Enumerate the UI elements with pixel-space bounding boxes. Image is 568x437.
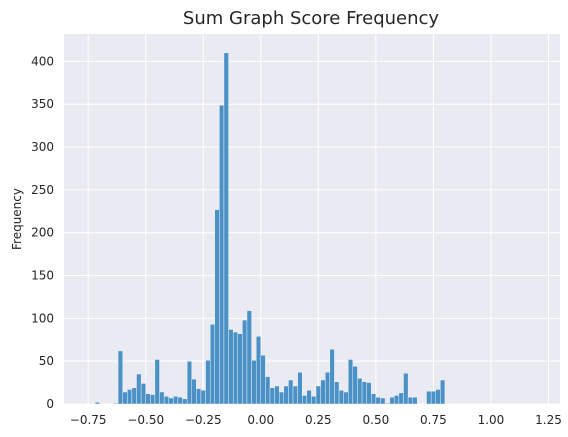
- histogram-bar: [375, 396, 381, 405]
- histogram-bar: [255, 336, 261, 405]
- y-tick-label: 200: [31, 226, 54, 240]
- chart-title: Sum Graph Score Frequency: [183, 8, 439, 29]
- histogram-bar: [279, 391, 285, 405]
- histogram-bar: [209, 324, 215, 405]
- y-tick-label: 100: [31, 311, 54, 325]
- histogram-bar: [288, 379, 294, 405]
- histogram-bar: [426, 390, 432, 405]
- histogram-bar: [145, 393, 151, 405]
- y-tick-label: 250: [31, 183, 54, 197]
- histogram-bar: [136, 373, 142, 405]
- y-tick-label: 0: [46, 397, 54, 411]
- x-tick-label: 0.25: [305, 413, 332, 427]
- histogram-bar: [140, 383, 146, 405]
- histogram-bar: [348, 359, 354, 405]
- histogram-bar: [246, 310, 252, 405]
- bar-layer: [94, 52, 446, 405]
- histogram-bar: [191, 378, 197, 405]
- x-tick-label: 1.00: [478, 413, 505, 427]
- histogram-bar: [352, 366, 358, 405]
- histogram-bar: [223, 52, 229, 405]
- histogram-bar: [186, 360, 192, 405]
- histogram-bar: [163, 396, 169, 405]
- histogram-bar: [320, 379, 326, 405]
- y-tick-label: 150: [31, 269, 54, 283]
- histogram-bar: [205, 360, 211, 405]
- histogram-bar: [117, 350, 123, 405]
- histogram-bar: [94, 402, 100, 405]
- x-tick-label: 0.50: [363, 413, 390, 427]
- histogram-bar: [260, 354, 266, 405]
- x-tick-label: −0.50: [127, 413, 164, 427]
- histogram-bar: [430, 390, 436, 405]
- x-tick-labels: −0.75 −0.50 −0.25 0.00 0.25 0.50 0.75 1.00 1.25: [70, 413, 562, 427]
- histogram-bar: [384, 402, 390, 405]
- histogram-bar: [168, 397, 174, 405]
- y-axis-label: Frequency: [10, 188, 24, 250]
- histogram-bar: [274, 385, 280, 405]
- histogram-bar: [122, 391, 128, 405]
- histogram-bar: [361, 381, 367, 405]
- histogram-bar: [394, 395, 400, 405]
- histogram-bar: [251, 360, 257, 405]
- y-tick-label: 400: [31, 54, 54, 68]
- histogram-bar: [403, 372, 409, 405]
- histogram-bar: [389, 396, 395, 405]
- x-tick-label: −0.75: [70, 413, 107, 427]
- histogram-bar: [292, 385, 298, 405]
- histogram-bar: [371, 393, 377, 405]
- histogram-bar: [242, 319, 248, 405]
- histogram-bar: [306, 390, 312, 405]
- histogram-bar: [265, 376, 271, 405]
- histogram-bar: [127, 389, 133, 405]
- x-tick-label: 0.00: [247, 413, 274, 427]
- histogram-bar: [334, 381, 340, 405]
- histogram-bar: [343, 391, 349, 405]
- histogram-bar: [311, 396, 317, 405]
- histogram-bar: [366, 382, 372, 405]
- histogram-bar: [329, 348, 335, 405]
- histogram-bar: [237, 333, 243, 405]
- y-tick-label: 300: [31, 140, 54, 154]
- histogram-bar: [338, 390, 344, 405]
- histogram-bar: [302, 395, 308, 405]
- histogram-bar: [325, 372, 331, 405]
- histogram-bar: [196, 388, 202, 405]
- histogram-bar: [407, 396, 413, 405]
- histogram-bar: [232, 331, 238, 405]
- histogram-bar: [154, 359, 160, 405]
- y-tick-label: 350: [31, 97, 54, 111]
- histogram-bar: [173, 396, 179, 405]
- histogram-bar: [297, 372, 303, 405]
- grid-layer: [64, 34, 560, 405]
- y-tick-labels: 0 50 100 150 200 250 300 350 400: [31, 54, 54, 411]
- histogram-bar: [150, 394, 156, 405]
- x-tick-label: 1.25: [535, 413, 562, 427]
- histogram-bar: [131, 387, 137, 405]
- histogram-bar: [113, 402, 119, 405]
- histogram-bar: [159, 391, 165, 405]
- histogram-bar: [219, 104, 225, 405]
- histogram-bar: [177, 396, 183, 405]
- histogram-bar: [228, 329, 234, 405]
- histogram-bar: [357, 378, 363, 405]
- histogram-bar: [269, 387, 275, 405]
- plot-area: [64, 34, 560, 404]
- histogram-bar: [380, 397, 386, 405]
- histogram-bar: [200, 390, 206, 405]
- histogram-bar: [182, 398, 188, 405]
- histogram-bar: [398, 392, 404, 405]
- histogram-bar: [283, 385, 289, 405]
- y-tick-label: 50: [39, 354, 54, 368]
- histogram-bar: [435, 389, 441, 405]
- x-tick-label: −0.25: [185, 413, 222, 427]
- histogram-bar: [315, 385, 321, 405]
- histogram-bar: [214, 209, 220, 405]
- x-tick-label: 0.75: [420, 413, 447, 427]
- histogram-bar: [440, 379, 446, 405]
- histogram-bar: [412, 396, 418, 405]
